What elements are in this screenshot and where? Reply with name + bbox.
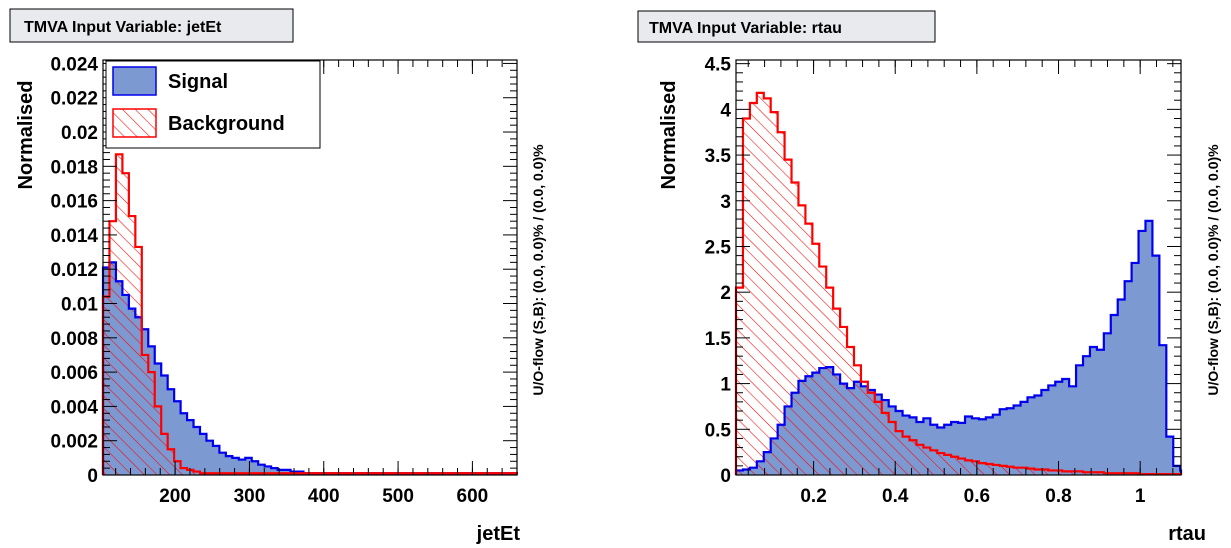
- x-tick-label: 1: [1135, 486, 1146, 507]
- x-tick-label: 200: [159, 486, 191, 507]
- plot-frame: [102, 59, 518, 476]
- x-tick-label: 0.2: [800, 486, 826, 507]
- y-tick-label: 0.008: [50, 329, 98, 350]
- background-line: [734, 91, 1183, 476]
- y-tick-label: 0.016: [50, 192, 98, 213]
- plot-area: 0 0.5 1 1.5 2 2.5 3 3.5 4 4.5 0.2 0.4 0.6 0.8 1: [705, 55, 1183, 507]
- x-tick-label: 600: [457, 486, 489, 507]
- x-tick-label: 0.8: [1045, 486, 1071, 507]
- legend-label-signal: Signal: [168, 71, 228, 93]
- background-fill: [736, 92, 1181, 476]
- y-tick-label: 0.024: [50, 54, 98, 75]
- y-tick-label: 0.002: [50, 432, 98, 453]
- y-tick-label: 2.5: [705, 237, 732, 258]
- x-tick-label: 500: [382, 486, 414, 507]
- y-tick-label: 0.018: [50, 157, 98, 178]
- background-line: [101, 153, 518, 475]
- legend-swatch-background: [112, 108, 157, 138]
- title-box: [637, 10, 936, 43]
- y-tick-label: 0.006: [50, 363, 98, 384]
- x-axis-label: jetEt: [476, 523, 521, 545]
- x-tick-label: 300: [234, 486, 266, 507]
- y-tick-label: 3: [720, 192, 731, 213]
- y-axis-label: Normalised: [658, 81, 680, 190]
- right-axis-label: U/O-flow (S,B): (0.0, 0.0)% / (0.0, 0.0)…: [530, 144, 546, 396]
- signal-line: [734, 219, 1183, 475]
- y-tick-label: 0.5: [705, 420, 732, 441]
- title-box: [9, 8, 294, 43]
- legend-label-background: Background: [168, 113, 285, 135]
- x-tick-label: 400: [308, 486, 340, 507]
- panel-rtau: TMVA Input Variable: rtau 0 0.5 1 1.5 2 2.5 3 3…: [637, 10, 1221, 545]
- legend-swatch-signal: [112, 66, 157, 96]
- y-tick-label: 1.5: [705, 329, 732, 350]
- y-tick-label: 0.004: [50, 397, 98, 418]
- y-axis-label: Normalised: [15, 81, 37, 190]
- y-tick-label: 4: [720, 100, 731, 121]
- background-fill: [103, 154, 517, 475]
- y-tick-label: 0.014: [50, 226, 98, 247]
- y-tick-label: 4.5: [705, 55, 732, 76]
- chart-title: TMVA Input Variable: rtau: [649, 20, 842, 37]
- y-tick-label: 3.5: [705, 146, 732, 167]
- right-axis-label: U/O-flow (S,B): (0.0, 0.0)% / (0.0, 0.0)…: [1205, 144, 1221, 396]
- y-tick-label: 2: [720, 283, 731, 304]
- y-tick-label: 0.012: [50, 260, 98, 281]
- y-tick-label: 0: [87, 466, 98, 487]
- x-axis-label: rtau: [1168, 523, 1206, 545]
- chart-title: TMVA Input Variable: jetEt: [24, 19, 222, 36]
- y-tick-label: 0.02: [61, 123, 98, 144]
- y-tick-label: 0.022: [50, 89, 98, 110]
- y-tick-label: 1: [720, 375, 731, 396]
- x-tick-label: 0.6: [964, 486, 990, 507]
- y-tick-label: 0.01: [61, 295, 98, 316]
- plot-frame: [735, 59, 1182, 476]
- x-tick-label: 0.4: [882, 486, 909, 507]
- y-tick-label: 0: [720, 466, 731, 487]
- legend: Signal Background: [105, 60, 321, 149]
